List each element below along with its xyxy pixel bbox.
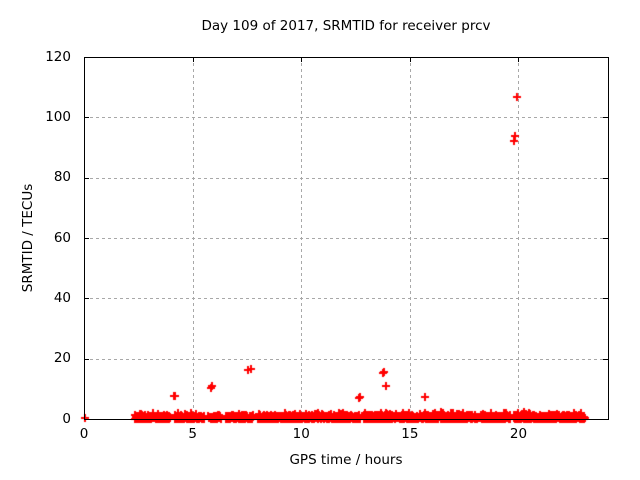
chart-title: Day 109 of 2017, SRMTID for receiver prc… <box>201 18 491 34</box>
y-tick-label: 120 <box>45 48 71 65</box>
x-tick-label: 10 <box>292 426 310 442</box>
x-tick-label: 15 <box>401 426 419 442</box>
y-tick-label: 60 <box>53 229 71 246</box>
x-tick-label: 0 <box>79 426 89 442</box>
y-tick-label: 20 <box>53 350 71 367</box>
y-tick-label: 80 <box>53 169 71 186</box>
x-tick-label: 20 <box>509 426 528 442</box>
x-tick-label: 5 <box>188 426 197 442</box>
x-axis-title: GPS time / hours <box>289 452 403 468</box>
y-tick-label: 40 <box>53 289 71 306</box>
y-tick-label: 0 <box>62 410 71 427</box>
y-tick-label: 100 <box>45 108 71 125</box>
